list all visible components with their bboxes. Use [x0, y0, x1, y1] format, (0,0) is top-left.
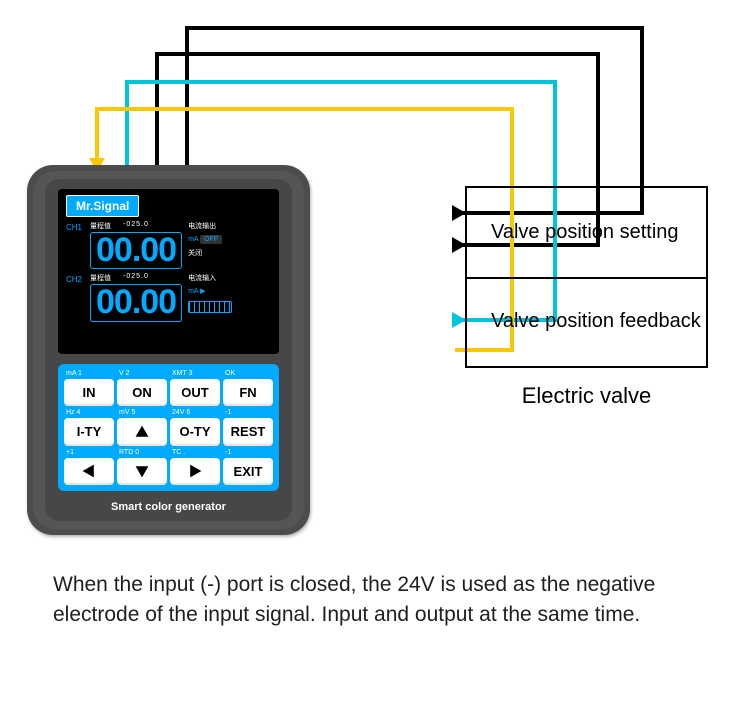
key-label: -1: [225, 449, 231, 458]
ch2-range-label: 量程值: [90, 273, 111, 283]
ch2-play-icon: ▶: [200, 288, 205, 295]
arrow-cyan: [452, 312, 466, 328]
electric-valve-box: Valve position setting Valve position fe…: [465, 186, 708, 368]
wire-black-outer-v1: [185, 26, 189, 170]
valve-position-setting: Valve position setting: [467, 188, 706, 277]
channel-2: CH2 量程值 -025.0 00.00 电流输入 mA ▶: [66, 273, 271, 321]
valve-position-feedback: Valve position feedback: [467, 277, 706, 366]
exit-button[interactable]: EXIT: [223, 458, 273, 485]
device-footer: Smart color generator: [45, 501, 292, 513]
arrow-black-inner: [452, 237, 466, 253]
ch2-waveform-icon: [188, 301, 232, 313]
in-button[interactable]: IN: [64, 379, 114, 406]
ch1-status: 关闭: [188, 248, 232, 258]
wire-yellow-h: [95, 107, 514, 111]
i-ty-button[interactable]: I-TY: [64, 418, 114, 445]
key-label: -1: [225, 409, 231, 418]
key-label: +1: [66, 449, 74, 458]
on-button[interactable]: ON: [117, 379, 167, 406]
key-label: OK: [225, 370, 235, 379]
wire-cyan-v1: [125, 80, 129, 170]
valve-caption: Electric valve: [465, 383, 708, 409]
signal-generator-device: Mr.Signal CH1 量程值 -025.0 00.00 电流输出 mA O…: [27, 165, 310, 535]
key-label: V 2: [119, 370, 130, 379]
description-text: When the input (-) port is closed, the 2…: [53, 570, 697, 631]
keypad: mA 1IN V 2ON XMT 3OUT OKFN Hz 4I-TY mV 5…: [58, 364, 279, 491]
device-screen: Mr.Signal CH1 量程值 -025.0 00.00 电流输出 mA O…: [58, 189, 279, 354]
wire-yellow-v1: [95, 107, 99, 163]
ch1-label: CH1: [66, 221, 84, 232]
ch1-off-badge: OFF: [200, 235, 222, 244]
key-label: mV 5: [119, 409, 135, 418]
key-label: mA 1: [66, 370, 82, 379]
ch2-mode-label: 电流输入: [188, 273, 232, 283]
wire-black-inner-h: [155, 52, 600, 56]
wire-black-outer-h: [185, 26, 644, 30]
wire-black-inner-v1: [155, 52, 159, 170]
right-button[interactable]: [170, 458, 220, 485]
down-button[interactable]: [117, 458, 167, 485]
arrow-black-outer: [452, 205, 466, 221]
ch2-label: CH2: [66, 273, 84, 284]
channel-1: CH1 量程值 -025.0 00.00 电流输出 mA OFF 关闭: [66, 221, 271, 269]
brand-badge: Mr.Signal: [66, 195, 139, 217]
rest-button[interactable]: REST: [223, 418, 273, 445]
fn-button[interactable]: FN: [223, 379, 273, 406]
key-label: Hz 4: [66, 409, 80, 418]
ch2-unit: mA: [188, 288, 198, 295]
key-label: 24V 6: [172, 409, 190, 418]
ch1-range-label: 量程值: [90, 221, 111, 231]
ch1-mode-label: 电流输出: [188, 221, 232, 231]
ch1-unit: mA: [188, 236, 198, 243]
ch2-range-value: -025.0: [123, 273, 149, 283]
up-button[interactable]: [117, 418, 167, 445]
key-label: XMT 3: [172, 370, 193, 379]
left-button[interactable]: [64, 458, 114, 485]
wire-cyan-h: [125, 80, 557, 84]
o-ty-button[interactable]: O-TY: [170, 418, 220, 445]
ch1-range-value: -025.0: [123, 221, 149, 231]
ch2-digits: 00.00: [90, 284, 182, 321]
key-label: RTD 0: [119, 449, 139, 458]
key-label: TC .: [172, 449, 185, 458]
out-button[interactable]: OUT: [170, 379, 220, 406]
ch1-digits: 00.00: [90, 232, 182, 269]
